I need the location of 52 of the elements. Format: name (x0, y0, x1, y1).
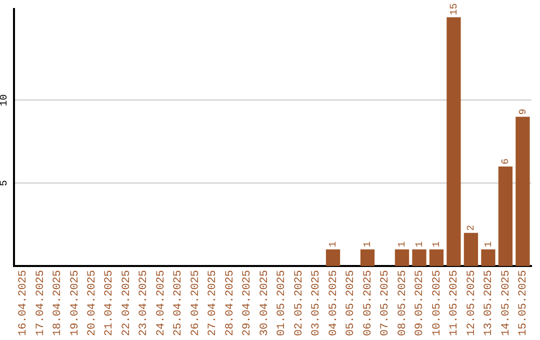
data-label: 1 (398, 241, 409, 248)
x-tick-label: 04.05.2025 (328, 270, 340, 336)
x-tick-label: 14.05.2025 (500, 270, 512, 336)
x-tick-label: 21.04.2025 (104, 270, 116, 336)
data-label: 2 (466, 224, 478, 231)
y-tick-label: 10 (0, 94, 11, 106)
data-label: 1 (484, 241, 495, 248)
x-tick-label: 27.04.2025 (207, 270, 220, 336)
x-tick-label: 03.05.2025 (310, 270, 323, 336)
x-tick-label: 26.04.2025 (190, 270, 202, 336)
bar (394, 249, 410, 266)
x-tick-label: 02.05.2025 (293, 270, 306, 336)
data-label: 6 (501, 158, 512, 165)
y-tick-label: 5 (0, 180, 11, 186)
data-label: 1 (328, 241, 340, 248)
data-label: 1 (414, 241, 426, 248)
bar (326, 249, 340, 266)
x-tick-label: 20.04.2025 (86, 270, 99, 336)
x-tick-label: 13.05.2025 (483, 270, 496, 336)
x-tick-label: 29.04.2025 (242, 270, 254, 336)
x-tick-label: 11.05.2025 (448, 270, 461, 336)
x-tick-label: 12.05.2025 (466, 270, 478, 336)
x-tick-label: 01.05.2025 (276, 270, 288, 336)
x-tick-label: 15.05.2025 (518, 270, 530, 336)
x-tick-label: 25.04.2025 (172, 270, 185, 336)
data-label: 15 (449, 3, 460, 16)
x-tick-label: 23.04.2025 (138, 270, 150, 336)
data-label: 1 (363, 241, 374, 248)
x-tick-label: 16.04.2025 (18, 270, 30, 336)
x-tick-label: 09.05.2025 (414, 270, 426, 336)
x-tick-label: 24.04.2025 (155, 270, 168, 336)
x-tick-label: 28.04.2025 (224, 270, 236, 336)
bar (360, 249, 375, 266)
bar (429, 249, 444, 266)
bar (516, 116, 530, 266)
bar (412, 249, 426, 266)
x-tick-label: 05.05.2025 (345, 270, 358, 336)
x-tick-label: 18.04.2025 (52, 270, 64, 336)
bar (481, 249, 496, 266)
bar (498, 166, 513, 266)
data-label: 9 (518, 108, 530, 115)
x-tick-label: 30.04.2025 (258, 270, 271, 336)
x-tick-label: 22.04.2025 (120, 270, 133, 336)
bar (464, 232, 478, 266)
x-tick-label: 17.04.2025 (34, 270, 47, 336)
x-tick-label: 06.05.2025 (362, 270, 374, 336)
x-tick-label: 10.05.2025 (431, 270, 444, 336)
x-tick-label: 08.05.2025 (396, 270, 409, 336)
x-tick-label: 19.04.2025 (69, 270, 82, 336)
x-tick-label: 07.05.2025 (380, 270, 392, 336)
bar (446, 17, 461, 266)
data-label: 1 (432, 241, 444, 248)
